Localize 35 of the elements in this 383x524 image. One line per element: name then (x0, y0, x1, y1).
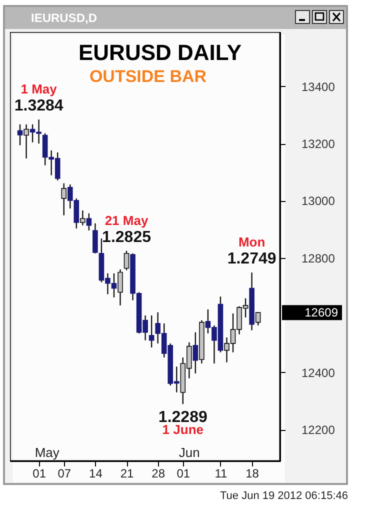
text: OUTSIDE BAR (89, 67, 207, 86)
y-tick-label: 13000 (302, 194, 336, 208)
annotation: 1.2825 (102, 228, 152, 246)
y-tick-label: 13200 (302, 137, 336, 152)
y-tick-label: 13400 (302, 80, 336, 94)
annotation: 1 May (20, 82, 58, 97)
text: 12609 (304, 306, 338, 320)
annotation: May (34, 445, 60, 460)
x-tick-label: 14 (89, 466, 103, 480)
candlestick (124, 250, 130, 271)
annotation: 1.3284 (14, 98, 64, 115)
candlestick (148, 314, 154, 348)
text: IEURUSD,D (31, 11, 98, 25)
candlestick (80, 210, 86, 226)
y-tick-label: 12400 (302, 366, 336, 380)
annotation: 21 May (104, 212, 149, 228)
x-tick-label: 01 (176, 466, 190, 480)
candlestick (118, 268, 123, 306)
candlestick (24, 124, 29, 160)
candlestick (61, 182, 67, 216)
text: Tue Jun 19 2012 06:15:46 (218, 490, 348, 502)
annotation: Mon (238, 234, 266, 250)
x-tick-label: 28 (152, 466, 166, 480)
y-tick-label: 12800 (302, 251, 336, 266)
x-tick-label: 11 (214, 466, 228, 480)
x-tick-label: 07 (58, 466, 72, 480)
y-tick-label: 12200 (302, 423, 336, 438)
chart-title: EURUSD DAILY (78, 40, 242, 65)
candlestick (255, 312, 261, 326)
annotation: 1.2749 (227, 250, 276, 268)
x-tick-label: 18 (246, 466, 260, 480)
annotation: Jun (178, 445, 200, 460)
x-tick-label: 01 (32, 466, 46, 480)
x-tick-label: 21 (120, 466, 134, 480)
candlestick (92, 222, 98, 254)
